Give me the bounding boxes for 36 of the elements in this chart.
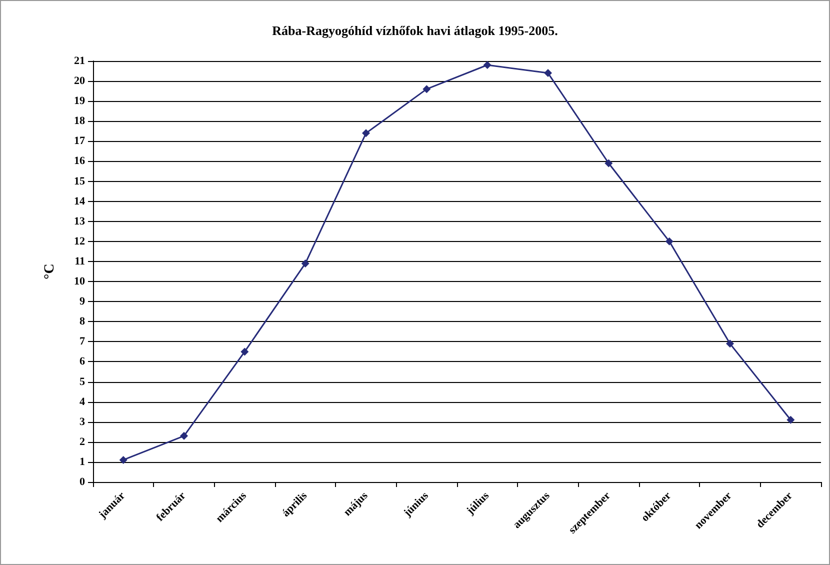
y-tick-label: 4 <box>80 396 86 408</box>
y-tick-label: 0 <box>80 476 86 488</box>
y-tick-label: 12 <box>74 235 86 248</box>
point <box>665 237 674 246</box>
point <box>422 85 431 94</box>
point <box>180 432 188 440</box>
y-tick-label: 17 <box>74 135 86 148</box>
y-tick-label: 1 <box>80 456 85 468</box>
y-tick-label: 19 <box>74 95 86 108</box>
point <box>604 159 613 168</box>
point <box>786 416 795 424</box>
y-tick-label: 10 <box>74 276 86 288</box>
y-tick-label: 5 <box>80 376 86 388</box>
y-tick-label: 8 <box>80 316 86 328</box>
y-tick-label: 11 <box>74 255 85 268</box>
point <box>483 61 492 70</box>
point <box>362 129 370 138</box>
point <box>726 340 734 348</box>
y-tick-label: 9 <box>80 296 86 308</box>
y-tick-label: 7 <box>80 336 86 348</box>
point <box>240 348 249 356</box>
y-tick-label: 2 <box>80 436 86 448</box>
y-tick-label: 20 <box>74 75 86 88</box>
y-axis-title: °C <box>42 264 58 280</box>
y-tick-label: 21 <box>74 55 85 67</box>
y-tick-label: 14 <box>74 195 86 208</box>
y-tick-label: 15 <box>74 175 86 188</box>
y-tick-label: 13 <box>74 215 86 228</box>
y-tick-label: 3 <box>80 416 86 428</box>
y-tick-label: 16 <box>74 155 86 168</box>
chart-title: Rába-Ragyogóhíd vízhőfok havi átlagok 1995-2005. <box>272 23 558 38</box>
y-tick-label: 18 <box>74 115 86 128</box>
y-tick-label: 6 <box>80 356 86 368</box>
point <box>544 69 552 78</box>
point <box>301 259 310 268</box>
point <box>119 456 128 464</box>
